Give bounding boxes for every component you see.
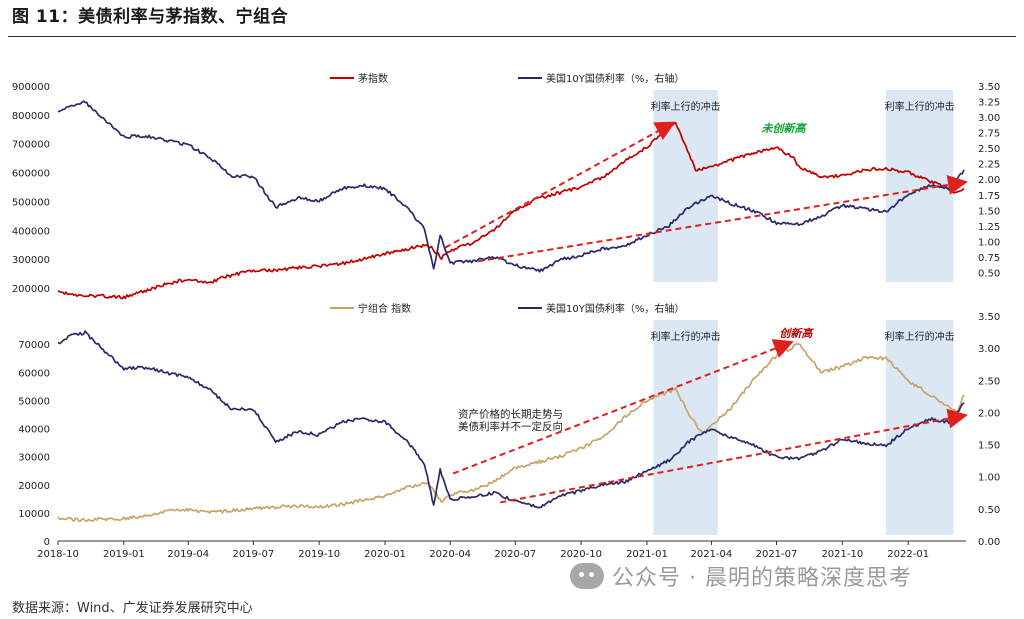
trend-arrow — [452, 339, 794, 475]
right-axis-tick-label: 3.50 — [978, 312, 1000, 323]
left-axis-tick-label: 800000 — [12, 111, 50, 122]
annotation-note-line-2: 美债利率并不一定反向 — [458, 420, 563, 433]
series-line — [57, 121, 965, 300]
left-axis-tick-label: 40000 — [18, 425, 50, 436]
left-axis-tick-label: 30000 — [18, 453, 50, 464]
left-axis-tick-label: 60000 — [18, 368, 50, 379]
watermark: 公众号 · 晨明的策略深度思考 — [570, 560, 912, 592]
right-axis-tick-label: 0.50 — [978, 505, 1000, 516]
left-axis-tick-label: 300000 — [12, 255, 50, 266]
x-axis-tick-label: 2019-10 — [298, 549, 340, 560]
x-axis-tick-label: 2022-01 — [887, 549, 929, 560]
right-axis-tick-label: 0.00 — [978, 537, 1000, 548]
x-axis-tick-label: 2021-04 — [690, 549, 732, 560]
right-axis-tick-label: 3.00 — [978, 113, 1000, 124]
x-axis-tick-label: 2021-01 — [626, 549, 668, 560]
left-axis-tick-label: 10000 — [18, 509, 50, 520]
right-axis-tick-label: 1.75 — [978, 191, 1000, 202]
shaded-period-label: 利率上行的冲击 — [651, 100, 721, 113]
x-axis-tick-label: 2019-04 — [167, 549, 209, 560]
x-axis-tick-label: 2020-07 — [494, 549, 536, 560]
source-note: 数据来源：Wind、广发证券发展研究中心 — [12, 601, 253, 616]
annotation-note-line-1: 资产价格的长期走势与 — [458, 407, 563, 420]
x-axis-tick-label: 2021-10 — [821, 549, 863, 560]
trend-arrow — [477, 175, 968, 263]
right-axis-tick-label: 1.50 — [978, 441, 1000, 452]
annotation-new-high: 创新高 — [779, 327, 814, 340]
x-axis-tick-label: 2020-10 — [560, 549, 602, 560]
watermark-text: 公众号 · 晨明的策略深度思考 — [612, 566, 912, 591]
right-axis-tick-label: 2.50 — [978, 376, 1000, 387]
right-axis-tick-label: 2.50 — [978, 144, 1000, 155]
left-axis-tick-label: 500000 — [12, 197, 50, 208]
right-axis-tick-label: 3.25 — [978, 98, 1000, 109]
trend-arrow — [500, 408, 968, 504]
right-axis-tick-label: 1.00 — [978, 237, 1000, 248]
dual-panel-line-chart: 利率上行的冲击 利率上行的冲击20000030000040000050000060… — [12, 72, 1000, 560]
left-axis-tick-label: 400000 — [12, 226, 50, 237]
x-axis-tick-label: 2019-07 — [232, 549, 274, 560]
shaded-period-label: 利率上行的冲击 — [651, 330, 721, 343]
shaded-period-label: 利率上行的冲击 — [885, 330, 955, 343]
annotation-not-new-high: 未创新高 — [761, 122, 807, 135]
left-axis-tick-label: 50000 — [18, 396, 50, 407]
left-axis-tick-label: 0 — [44, 537, 50, 548]
left-axis-tick-label: 200000 — [12, 284, 50, 295]
x-axis-tick-label: 2018-10 — [37, 549, 79, 560]
legend-label: 茅指数 — [358, 72, 388, 85]
right-axis-tick-label: 2.00 — [978, 408, 1000, 419]
x-axis-tick-label: 2019-01 — [103, 549, 145, 560]
left-axis-tick-label: 20000 — [18, 481, 50, 492]
right-axis-tick-label: 0.50 — [978, 268, 1000, 279]
x-axis-tick-label: 2020-01 — [364, 549, 406, 560]
left-axis-tick-label: 700000 — [12, 140, 50, 151]
series-line — [57, 343, 965, 523]
series-line — [57, 100, 965, 273]
right-axis-tick-label: 3.50 — [978, 82, 1000, 93]
x-axis-tick-label: 2021-07 — [756, 549, 798, 560]
legend-label: 美国10Y国债利率（%，右轴） — [546, 302, 684, 315]
right-axis-tick-label: 0.75 — [978, 253, 1000, 264]
right-axis-tick-label: 1.00 — [978, 473, 1000, 484]
right-axis-tick-label: 2.00 — [978, 175, 1000, 186]
legend-label: 宁组合 指数 — [358, 302, 411, 315]
title-divider — [8, 36, 1016, 37]
right-axis-tick-label: 3.00 — [978, 344, 1000, 355]
left-axis-tick-label: 70000 — [18, 340, 50, 351]
left-axis-tick-label: 900000 — [12, 82, 50, 93]
left-axis-tick-label: 600000 — [12, 169, 50, 180]
right-axis-tick-label: 2.25 — [978, 160, 1000, 171]
trend-arrow — [444, 121, 676, 249]
right-axis-tick-label: 1.25 — [978, 222, 1000, 233]
wechat-icon — [570, 563, 604, 589]
shaded-period — [653, 320, 718, 535]
right-axis-tick-label: 2.75 — [978, 129, 1000, 140]
x-axis-tick-label: 2020-04 — [429, 549, 471, 560]
legend-label: 美国10Y国债利率（%，右轴） — [546, 72, 684, 85]
shaded-period-label: 利率上行的冲击 — [885, 100, 955, 113]
shaded-period — [653, 90, 718, 282]
right-axis-tick-label: 1.50 — [978, 206, 1000, 217]
figure-title: 图 11：美债利率与茅指数、宁组合 — [12, 7, 289, 27]
